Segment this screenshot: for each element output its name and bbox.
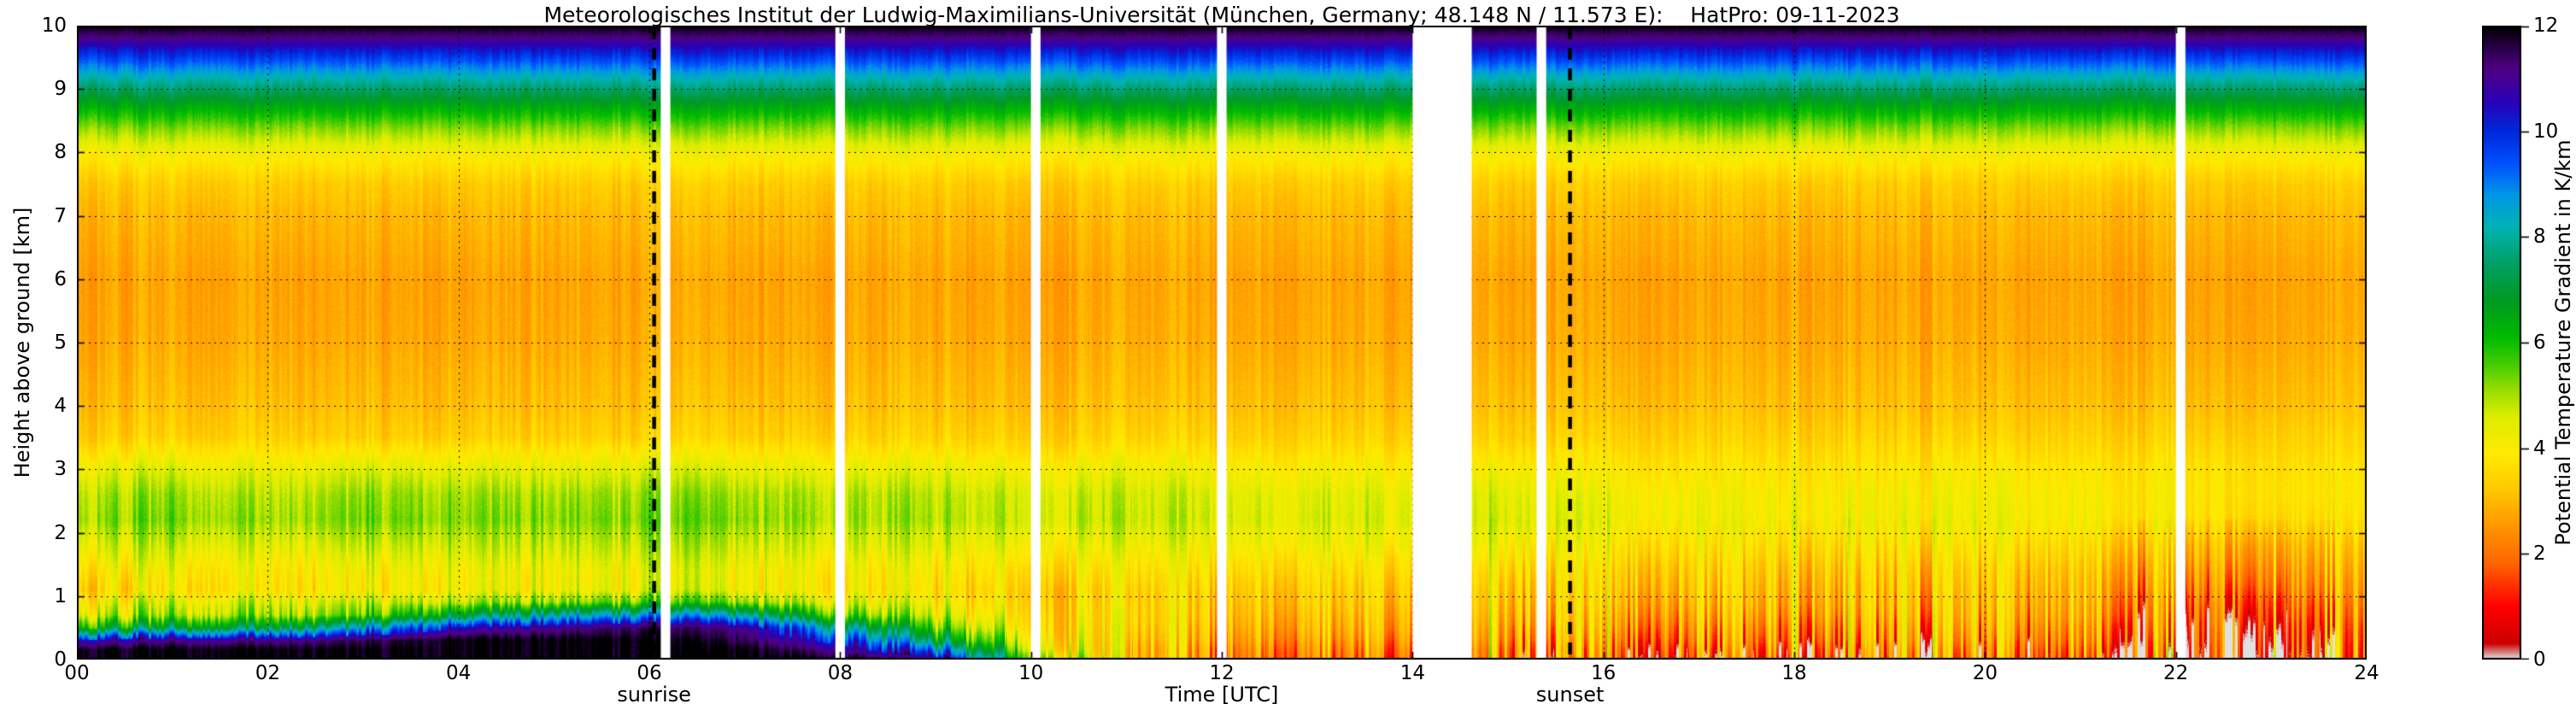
y-tick-label: 2 [54, 521, 67, 544]
sunrise-label: sunrise [617, 683, 691, 704]
y-tick-label: 7 [54, 204, 67, 227]
x-tick-label: 10 [1018, 662, 1044, 684]
colorbar-label: Potential Temperature Gradient in K/km [2551, 139, 2575, 546]
x-tick-label: 14 [1399, 662, 1425, 684]
plot-title: Meteorologisches Institut der Ludwig-Max… [543, 3, 1900, 27]
y-tick-label: 3 [54, 458, 67, 481]
x-tick-label: 18 [1781, 662, 1807, 684]
colorbar-canvas [2482, 26, 2532, 660]
colorbar-tick-label: 6 [2533, 331, 2546, 354]
sunset-label: sunset [1535, 683, 1605, 704]
y-tick-label: 5 [54, 331, 67, 354]
y-tick-label: 9 [54, 78, 67, 101]
heatmap-canvas [77, 26, 2367, 660]
x-tick-label: 08 [827, 662, 853, 684]
x-tick-label: 12 [1209, 662, 1235, 684]
x-tick-label: 20 [1972, 662, 1998, 684]
colorbar-tick-label: 10 [2533, 120, 2559, 143]
colorbar-tick-label: 8 [2533, 226, 2546, 249]
x-tick-label: 06 [637, 662, 662, 684]
y-tick-label: 1 [54, 584, 67, 607]
colorbar-tick-label: 4 [2533, 437, 2546, 460]
y-tick-label: 8 [54, 141, 67, 164]
colorbar-tick-label: 12 [2533, 14, 2559, 37]
x-tick-label: 02 [255, 662, 280, 684]
y-tick-label: 4 [54, 395, 67, 418]
colorbar-tick-label: 0 [2533, 648, 2546, 671]
y-axis-label: Height above ground [km] [10, 207, 34, 478]
y-tick-label: 0 [54, 648, 67, 671]
x-tick-label: 04 [446, 662, 472, 684]
colorbar-tick-label: 2 [2533, 543, 2546, 566]
x-tick-label: 00 [64, 662, 90, 684]
x-tick-label: 16 [1591, 662, 1617, 684]
x-tick-label: 24 [2354, 662, 2379, 684]
x-tick-label: 22 [2163, 662, 2189, 684]
y-tick-label: 10 [41, 14, 67, 37]
y-tick-label: 6 [54, 267, 67, 290]
x-axis-label: Time [UTC] [1165, 683, 1279, 704]
